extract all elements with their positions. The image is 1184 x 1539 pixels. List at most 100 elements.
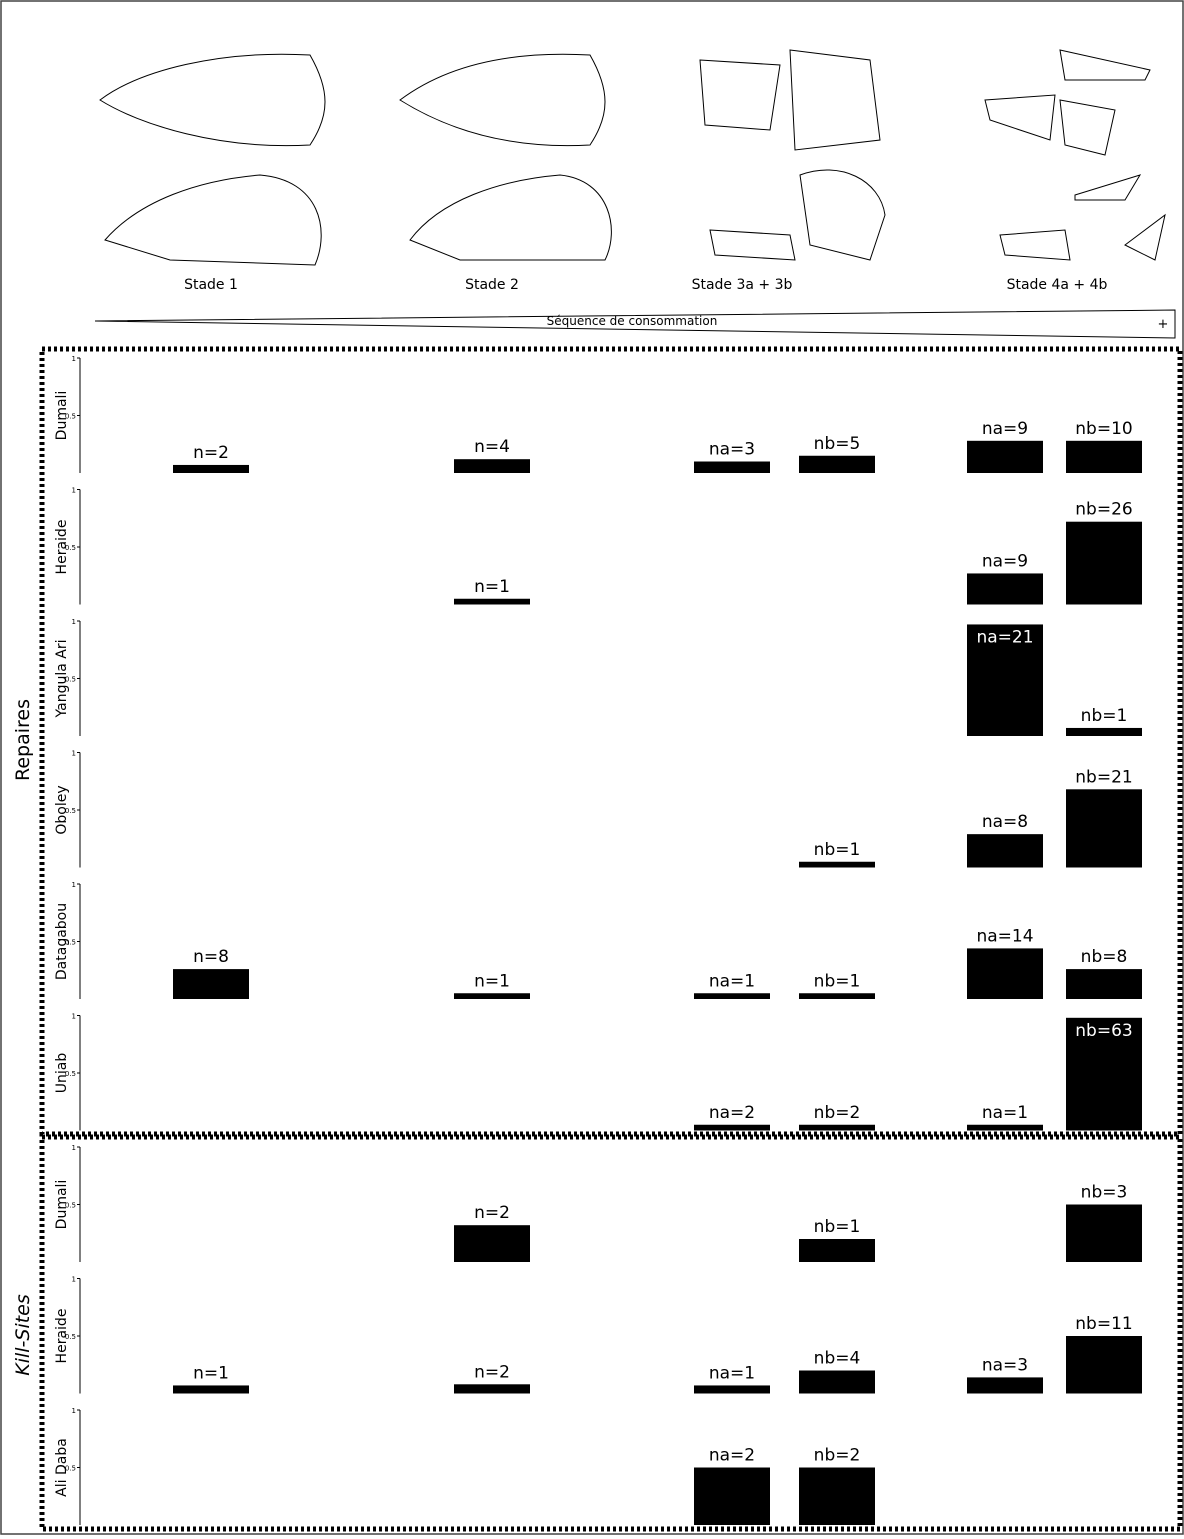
site-label: Dumali [54, 391, 70, 441]
skull-illustrations [99, 49, 1166, 266]
y-tick-label: 0.5 [65, 544, 76, 552]
bar [799, 1370, 875, 1394]
group-label: Repaires [12, 699, 34, 781]
site-label: Datagabou [54, 903, 70, 980]
value-label: n=4 [474, 437, 510, 457]
y-tick-label: 1 [72, 881, 76, 889]
bar [799, 455, 875, 473]
bar [967, 624, 1043, 736]
stage-label: Stade 1 [184, 277, 238, 293]
value-label: n=2 [474, 1203, 510, 1223]
bar [799, 1239, 875, 1262]
y-tick-label: 1 [72, 618, 76, 626]
sequence-label: Séquence de consommation [547, 314, 718, 328]
value-label: nb=1 [1081, 706, 1128, 726]
bar [173, 1385, 249, 1394]
bar [1066, 1336, 1142, 1394]
value-label: nb=4 [814, 1349, 861, 1369]
group-box [39, 1134, 1183, 1532]
bar [694, 1467, 770, 1525]
y-tick-label: 1 [72, 1013, 76, 1021]
value-label: na=8 [982, 812, 1028, 832]
skull-drawing [999, 174, 1166, 261]
y-tick-label: 1 [72, 1144, 76, 1152]
bar [799, 1124, 875, 1131]
y-tick-label: 0.5 [65, 676, 76, 684]
y-tick-label: 1 [72, 487, 76, 495]
value-label: na=3 [709, 440, 755, 460]
skull-drawing [699, 49, 881, 151]
bar [454, 1384, 530, 1394]
value-label: na=2 [709, 1446, 755, 1466]
y-tick-label: 0.5 [65, 807, 76, 815]
value-label: na=1 [982, 1103, 1028, 1123]
site-label: Heraide [54, 520, 70, 575]
bar [967, 1377, 1043, 1394]
value-label: nb=1 [814, 1217, 861, 1237]
value-label: n=2 [474, 1362, 510, 1382]
bar [967, 573, 1043, 605]
sequence-wedge [94, 309, 1176, 339]
value-label: na=1 [709, 971, 755, 991]
value-label: n=8 [193, 947, 229, 967]
skull-drawing [709, 169, 886, 261]
value-label: na=21 [976, 627, 1033, 647]
bar [454, 993, 530, 999]
stage-label: Stade 3a + 3b [692, 277, 793, 293]
site-label: Yangula Ari [54, 640, 70, 719]
value-label: nb=5 [814, 434, 861, 454]
bar [1066, 789, 1142, 868]
bar [694, 1124, 770, 1131]
skull-drawing [399, 53, 606, 147]
value-label: n=1 [193, 1363, 229, 1383]
y-tick-label: 1 [72, 355, 76, 363]
value-label: nb=1 [814, 971, 861, 991]
bar [173, 464, 249, 473]
bar [799, 993, 875, 999]
site-label: Uniab [54, 1053, 70, 1094]
value-label: na=9 [982, 419, 1028, 439]
bar [1066, 1204, 1142, 1262]
stage-label: Stade 2 [465, 277, 519, 293]
value-label: nb=26 [1075, 500, 1132, 520]
skull-drawing [984, 49, 1151, 156]
skull-drawing [99, 53, 326, 147]
site-label: Oboley [54, 785, 70, 834]
value-label: n=1 [474, 577, 510, 597]
y-tick-label: 1 [72, 1276, 76, 1284]
site-label: Heraide [54, 1309, 70, 1364]
value-label: nb=2 [814, 1446, 861, 1466]
group-box [39, 346, 1183, 1137]
bar [1066, 521, 1142, 605]
y-tick-label: 0.5 [65, 1333, 76, 1341]
bar [1066, 727, 1142, 736]
value-label: na=1 [709, 1363, 755, 1383]
group-label: Kill-Sites [12, 1294, 34, 1376]
value-label: na=2 [709, 1103, 755, 1123]
sequence-end: + [1158, 317, 1169, 332]
site-label: Ali Daba [54, 1438, 70, 1497]
bar [967, 948, 1043, 999]
bar [694, 461, 770, 473]
value-label: n=1 [474, 971, 510, 991]
stage-label: Stade 4a + 4b [1007, 277, 1108, 293]
bar [454, 459, 530, 473]
value-label: na=14 [976, 926, 1033, 946]
y-tick-label: 1 [72, 750, 76, 758]
y-tick-label: 0.5 [65, 939, 76, 947]
y-tick-label: 0.5 [65, 413, 76, 421]
site-label: Dumali [54, 1180, 70, 1230]
bar [967, 834, 1043, 868]
value-label: na=9 [982, 551, 1028, 571]
value-label: nb=3 [1081, 1183, 1128, 1203]
y-tick-label: 0.5 [65, 1070, 76, 1078]
bar [799, 861, 875, 868]
value-label: n=2 [193, 443, 229, 463]
y-tick-label: 0.5 [65, 1465, 76, 1473]
bar [1066, 440, 1142, 473]
bar [454, 598, 530, 605]
skull-drawing [409, 174, 612, 261]
value-label: nb=2 [814, 1103, 861, 1123]
